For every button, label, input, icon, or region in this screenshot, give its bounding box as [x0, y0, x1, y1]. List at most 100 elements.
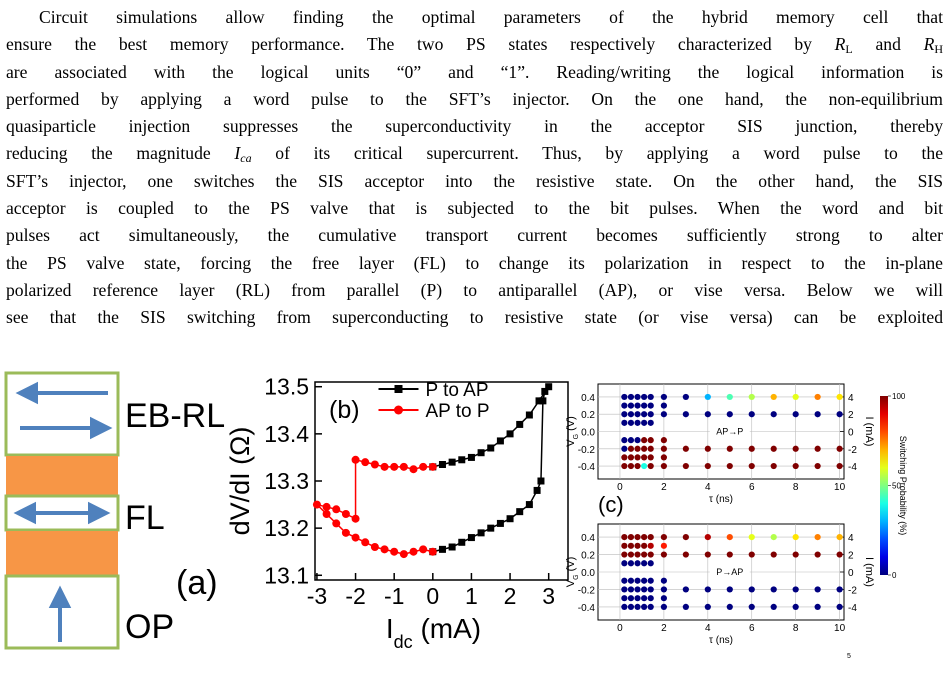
probability-dot [814, 445, 821, 452]
probability-dot [634, 419, 641, 426]
y2-tick-label: 2 [848, 410, 854, 421]
probability-dot [660, 462, 667, 470]
text-line: pulses act simultaneously, the cumulativ… [6, 222, 943, 249]
marker [458, 456, 466, 464]
marker [545, 383, 553, 391]
probability-dot [748, 393, 755, 401]
probability-dot [627, 551, 635, 558]
probability-dot [621, 402, 628, 409]
probability-dot [621, 419, 628, 426]
marker [487, 524, 495, 532]
label-run: τ (ns) [709, 635, 733, 646]
label-run: G [573, 574, 580, 579]
probability-dot [634, 542, 641, 549]
probability-dot [704, 393, 711, 401]
probability-dot [660, 577, 667, 584]
text-line: SFT’s injector, one switches the SIS acc… [6, 168, 943, 195]
annotation: AP→P [716, 427, 743, 437]
probability-dot [836, 551, 843, 558]
probability-dot [814, 551, 821, 558]
y2-axis-label: I (mA) [863, 557, 875, 587]
probability-dot [647, 577, 654, 584]
text-run: L [845, 42, 853, 57]
layer-stack: EB-RL FL OP (a) [4, 371, 225, 650]
probability-dot [641, 454, 648, 461]
probability-dot [621, 603, 628, 611]
y2-tick-label: -2 [848, 585, 857, 596]
probability-dot [682, 462, 689, 470]
probability-dot [634, 586, 641, 593]
probability-dot [647, 533, 654, 541]
probability-dot [621, 595, 628, 602]
y2-tick-label: 4 [848, 393, 854, 404]
probability-dot [814, 586, 821, 593]
label-run: I (mA) [863, 557, 875, 587]
probability-dot [627, 411, 635, 418]
probability-dot [704, 603, 711, 611]
probability-dot [748, 551, 755, 558]
marker [458, 538, 466, 546]
page-number: 5 [847, 653, 851, 660]
text-line: performed by applying a word pulse to th… [6, 86, 943, 113]
probability-dot [621, 437, 628, 444]
text-line: reducing the magnitude Ica of its critic… [6, 140, 943, 167]
probability-dot [641, 551, 648, 558]
text-run: H [934, 42, 944, 57]
marker [467, 453, 475, 461]
marker [477, 449, 485, 457]
text-run: pulses act simultaneously, the cumulativ… [6, 225, 943, 246]
label-run: I [386, 613, 394, 644]
probability-dot [704, 551, 711, 558]
probability-dot [836, 393, 843, 401]
probability-dot [814, 411, 821, 418]
marker [409, 547, 418, 556]
y-tick-label: 0.0 [581, 568, 595, 579]
paragraph: Circuit simulations allow finding the op… [6, 4, 943, 332]
marker [428, 462, 437, 471]
probability-dot [726, 411, 733, 418]
arrow-head [13, 501, 36, 525]
probability-dot [836, 586, 843, 593]
text-run: of its critical supercurrent. Thus, by a… [251, 143, 944, 164]
text-line: quasiparticle injection suppresses the s… [6, 113, 943, 140]
probability-dot [726, 533, 733, 541]
marker [533, 486, 541, 494]
probability-dot [726, 551, 733, 558]
probability-dot [621, 393, 628, 401]
probability-dot [621, 586, 628, 593]
marker [419, 462, 428, 471]
label-run: τ (ns) [709, 494, 733, 505]
text-line: Circuit simulations allow finding the op… [6, 4, 943, 31]
colorbar-tick-label: 100 [892, 392, 906, 401]
probability-dot [627, 560, 635, 567]
probability-dot [634, 462, 641, 470]
probability-dot [682, 586, 689, 593]
y2-tick-label: 0 [848, 568, 854, 579]
label-run: I (mA) [863, 417, 875, 447]
y-axis-label: VG (V) [565, 416, 580, 447]
probability-dot [641, 533, 648, 541]
marker [487, 444, 495, 452]
panel-tag: (c) [598, 492, 624, 517]
y-tick-label: 0.0 [581, 428, 595, 439]
probability-dot [704, 462, 711, 470]
probability-dot [660, 603, 667, 611]
probability-dot [634, 402, 641, 409]
marker [516, 420, 524, 428]
probability-dot [770, 533, 777, 541]
marker [351, 533, 360, 542]
probability-dot [704, 445, 711, 452]
marker [370, 543, 379, 551]
probability-dot [621, 577, 628, 584]
probability-dot [792, 462, 799, 470]
probability-dot [836, 411, 843, 418]
marker [506, 430, 514, 438]
x-tick-label: -1 [384, 583, 404, 609]
probability-dot [641, 586, 648, 593]
probability-dot [660, 445, 667, 452]
probability-dot [621, 560, 628, 567]
probability-dot [770, 586, 777, 593]
probability-dot [647, 603, 654, 611]
marker [370, 460, 379, 469]
label-run: V [565, 579, 577, 587]
